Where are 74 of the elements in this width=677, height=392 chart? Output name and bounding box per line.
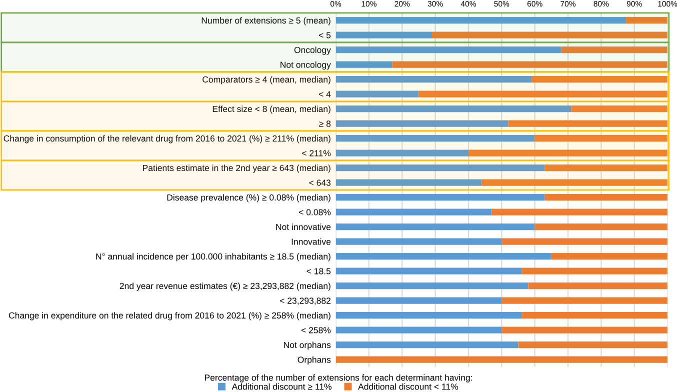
bar <box>561 46 668 54</box>
legend-title: Percentage of the number of extensions for each determinant having: <box>204 374 472 382</box>
bar <box>502 297 668 304</box>
y-tick-label: Innovative <box>292 238 331 245</box>
bar <box>336 326 502 334</box>
y-tick-label: Orphans <box>298 356 331 365</box>
y-tick-label: N° annual incidence per 100.000 inhabitants ≥ 18.5 (median) <box>96 253 330 262</box>
bar <box>544 194 668 201</box>
bar <box>508 120 668 127</box>
y-tick-label: < 4 <box>318 91 331 98</box>
bar <box>626 16 668 24</box>
y-tick-label: < 643 <box>309 180 331 186</box>
bar <box>392 61 668 68</box>
y-tick-label: Not orphans <box>284 342 331 350</box>
bar <box>534 134 668 142</box>
bar <box>336 341 518 348</box>
bar <box>432 32 668 38</box>
bar <box>544 164 668 172</box>
bar <box>522 268 668 274</box>
y-tick-label: Change in consumption of the relevant drug from 2016 to 2021 (%) ≥ 211% (median) <box>4 135 330 144</box>
bar <box>518 341 668 348</box>
bar <box>336 16 626 24</box>
y-tick-label: < 211% <box>302 150 331 156</box>
bar <box>336 312 522 319</box>
bar <box>336 164 545 172</box>
y-tick-label: Effect size < 8 (mean, median) <box>212 106 330 114</box>
bar <box>522 312 668 319</box>
bar <box>528 282 668 290</box>
bar <box>336 46 562 54</box>
bar <box>336 150 468 156</box>
bar <box>336 120 508 127</box>
bar <box>336 238 502 245</box>
bar <box>336 356 668 363</box>
bar <box>534 223 668 230</box>
bar <box>418 90 668 98</box>
bar <box>532 76 668 83</box>
y-tick-label: < 0.08% <box>299 209 331 216</box>
bar <box>336 194 545 201</box>
y-tick-label: 2nd year revenue estimates (€) ≥ 23,293,882 (median) <box>120 282 330 291</box>
bar <box>336 223 535 230</box>
bar <box>336 134 535 142</box>
y-tick-label: Change in expenditure on the related drug from 2016 to 2021 (%) ≥ 258% (median) <box>8 312 330 320</box>
bar <box>336 90 419 98</box>
y-tick-label: Not innovative <box>276 224 331 230</box>
bar <box>336 297 502 304</box>
bar <box>336 179 482 186</box>
bar <box>336 32 432 38</box>
bar <box>571 105 668 112</box>
y-tick-label: < 258% <box>301 327 331 334</box>
bar <box>502 326 668 334</box>
bar <box>502 238 668 245</box>
bar <box>336 268 522 274</box>
y-tick-label: Disease prevalence (%) ≥ 0.08% (median) <box>167 194 330 202</box>
bar <box>336 252 552 260</box>
legend-label: Additional discount < 11% <box>358 383 458 390</box>
bar <box>336 282 528 290</box>
bar <box>551 252 668 260</box>
y-tick-label: < 23,293,882 <box>280 298 330 305</box>
bar <box>336 76 532 83</box>
y-tick-label: Patients estimate in the 2nd year ≥ 643 (median) <box>143 164 330 173</box>
bar <box>468 150 668 156</box>
bar <box>492 208 668 216</box>
y-tick-label: Number of extensions ≥ 5 (mean) <box>202 17 330 26</box>
bar <box>482 179 668 186</box>
y-tick-label: Oncology <box>294 46 331 55</box>
y-tick-label: ≥ 8 <box>319 120 331 127</box>
y-tick-label: < 18.5 <box>306 268 331 274</box>
y-tick-label: < 5 <box>318 32 331 38</box>
bar <box>336 61 392 68</box>
bar <box>336 105 572 112</box>
y-tick-label: Comparators ≥ 4 (mean, median) <box>202 76 330 84</box>
bar <box>336 208 492 216</box>
legend-label: Additional discount ≥ 11% <box>232 383 332 390</box>
y-tick-label: Not oncology <box>280 61 331 70</box>
